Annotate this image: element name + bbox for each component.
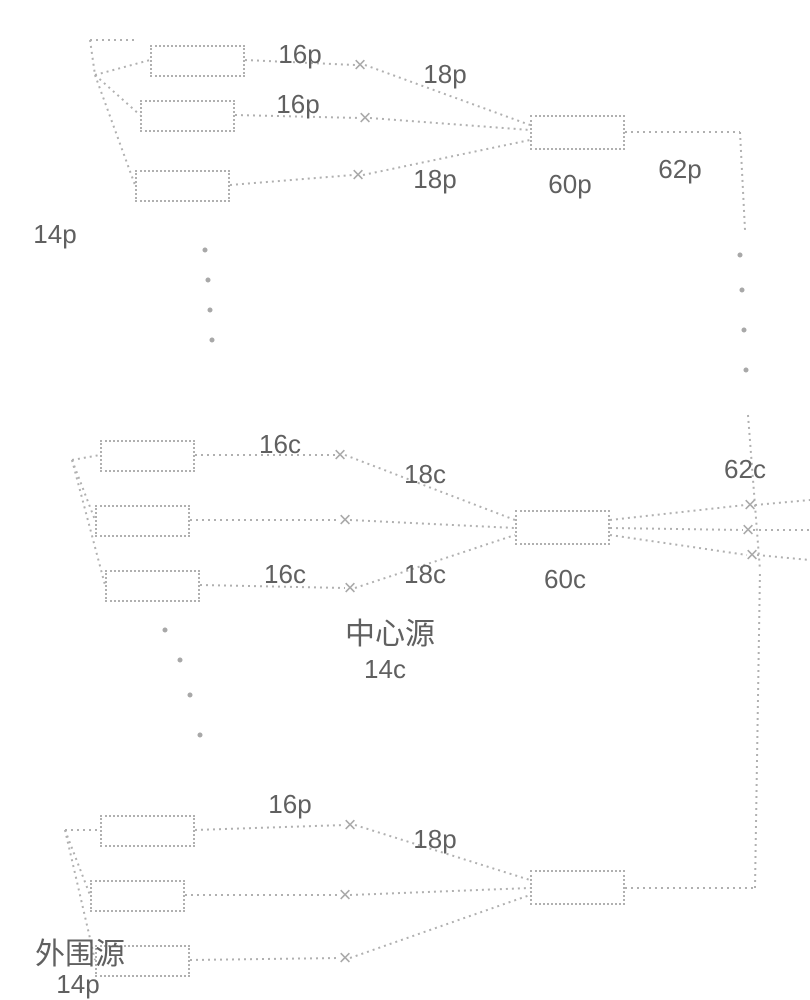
label-l62p: 62p — [658, 155, 701, 185]
node-p_src_2 — [140, 100, 235, 132]
label-l16p_b: 16p — [268, 790, 311, 820]
node-p_src_4 — [100, 815, 195, 847]
connector-line — [90, 40, 95, 75]
label-l16p_1: 16p — [278, 40, 321, 70]
xmark-xc1c: × — [344, 575, 357, 601]
ellipsis-dot — [742, 328, 747, 333]
ellipsis-dot — [744, 368, 749, 373]
connector-line — [755, 500, 810, 505]
connector-line — [65, 830, 90, 895]
label-l_periph1: 外围源 — [35, 938, 125, 973]
xmark-xp1a: × — [354, 52, 367, 78]
xmark-xp2b: × — [339, 882, 352, 908]
node-p_src_1 — [150, 45, 245, 77]
connector-line — [72, 455, 100, 460]
ellipsis-dot — [188, 693, 193, 698]
label-l_periph2: 14p — [56, 970, 99, 1000]
node-agg_mid — [515, 510, 610, 545]
ellipsis-dot — [178, 658, 183, 663]
xmark-xp1b: × — [359, 105, 372, 131]
xmark-xc1a: × — [334, 442, 347, 468]
diagram-canvas: ××××××××××××14p16p16p18p18p60p62p16c16c1… — [0, 0, 810, 1000]
label-l60c: 60c — [544, 565, 586, 595]
label-l16c_2: 16c — [264, 560, 306, 590]
label-l18c_2: 18c — [404, 560, 446, 590]
label-l_center1: 中心源 — [345, 618, 435, 653]
node-agg_bot — [530, 870, 625, 905]
node-c_src_1 — [100, 440, 195, 472]
ellipsis-dot — [210, 338, 215, 343]
connector-line — [72, 460, 95, 520]
connector-line — [610, 528, 743, 530]
label-l60p: 60p — [548, 170, 591, 200]
ellipsis-dot — [198, 733, 203, 738]
ellipsis-dot — [203, 248, 208, 253]
connector-line — [755, 570, 760, 888]
connector-line — [95, 75, 135, 185]
connector-line — [195, 825, 345, 830]
label-l62c: 62c — [724, 455, 766, 485]
xmark-x62c_c: × — [746, 542, 759, 568]
ellipsis-dot — [740, 288, 745, 293]
label-l18c_1: 18c — [404, 460, 446, 490]
node-c_src_3 — [105, 570, 200, 602]
xmark-x62c_a: × — [744, 492, 757, 518]
ellipsis-dot — [206, 278, 211, 283]
connector-line — [350, 520, 515, 528]
connector-line — [350, 895, 530, 958]
connector-line — [230, 175, 353, 185]
xmark-xp2c: × — [339, 945, 352, 971]
connector-line — [350, 888, 530, 895]
ellipsis-dot — [208, 308, 213, 313]
ellipsis-dot — [738, 253, 743, 258]
node-p_src_3 — [135, 170, 230, 202]
connector-line — [610, 535, 747, 555]
xmark-xp2a: × — [344, 812, 357, 838]
connector-line — [757, 555, 810, 560]
node-p_src_5 — [90, 880, 185, 912]
xmark-x62c_b: × — [742, 517, 755, 543]
ellipsis-dot — [163, 628, 168, 633]
connector-line — [95, 75, 140, 115]
label-l18p_1: 18p — [423, 60, 466, 90]
xmark-xc1b: × — [339, 507, 352, 533]
connector-layer — [0, 0, 810, 1000]
node-c_src_2 — [95, 505, 190, 537]
connector-line — [610, 505, 745, 520]
connector-line — [95, 60, 150, 75]
label-l18p_2: 18p — [413, 165, 456, 195]
label-l18p_b: 18p — [413, 825, 456, 855]
connector-line — [740, 132, 745, 230]
node-agg_top — [530, 115, 625, 150]
label-l_center2: 14c — [364, 655, 406, 685]
connector-line — [190, 958, 340, 960]
connector-line — [370, 118, 530, 130]
xmark-xp1c: × — [352, 162, 365, 188]
label-l16c_1: 16c — [259, 430, 301, 460]
label-l16p_2: 16p — [276, 90, 319, 120]
label-l14p_left: 14p — [33, 220, 76, 250]
